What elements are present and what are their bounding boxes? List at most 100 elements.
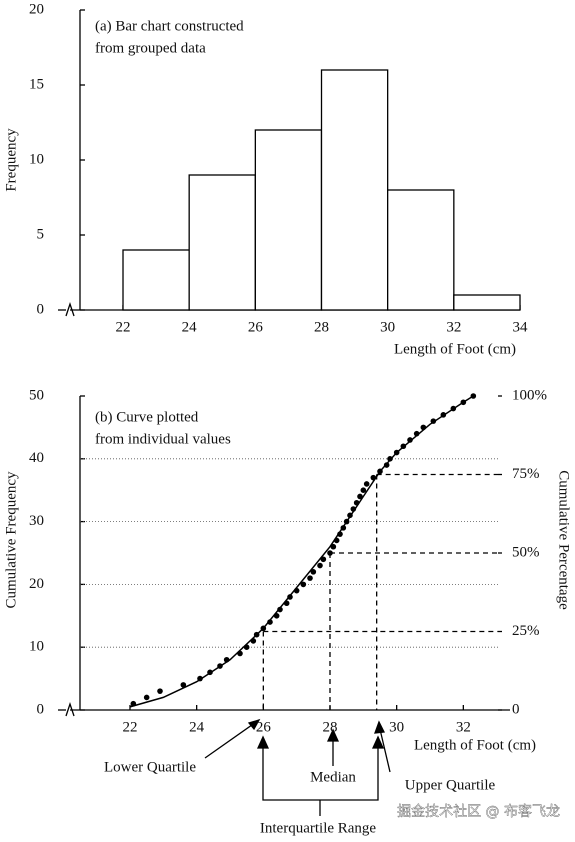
data-point — [277, 606, 283, 613]
chart-title: from individual values — [95, 431, 231, 447]
data-point — [307, 575, 313, 581]
data-point — [363, 481, 370, 487]
data-point — [327, 550, 333, 556]
y-tick-label: 15 — [29, 76, 44, 92]
data-point — [440, 412, 447, 418]
x-tick-label: 22 — [116, 319, 131, 335]
x-tick-label: 28 — [314, 319, 329, 335]
data-point — [357, 493, 363, 500]
y-tick-label: 5 — [37, 226, 45, 242]
x-tick-label: 24 — [189, 719, 205, 735]
annotation: Median — [310, 769, 356, 785]
data-point — [413, 430, 420, 437]
y-tick-label: 10 — [29, 151, 44, 167]
x-tick-label: 32 — [446, 319, 461, 335]
data-point — [450, 405, 457, 412]
annotation: Upper Quartile — [405, 777, 496, 793]
y2-tick-label: 50% — [512, 544, 540, 560]
data-point — [253, 631, 260, 638]
data-point — [223, 656, 230, 663]
data-point — [250, 638, 257, 644]
x-tick-label: 34 — [513, 319, 529, 335]
data-point — [283, 600, 290, 607]
y2-tick-label: 0 — [512, 701, 520, 717]
data-point — [393, 449, 400, 456]
axis-break — [65, 301, 75, 317]
data-point — [197, 675, 203, 682]
data-point — [347, 512, 353, 519]
data-point — [293, 587, 300, 594]
y-tick-label: 40 — [29, 450, 44, 466]
annotation-arrows — [204, 718, 391, 816]
annotation: Lower Quartile — [104, 759, 196, 775]
y2-tick-label: 75% — [512, 466, 540, 482]
annotation: Interquartile Range — [260, 820, 377, 836]
y2-tick-label: 25% — [512, 623, 540, 639]
chart-title: (b) Curve plotted — [95, 409, 199, 425]
bar — [387, 189, 455, 311]
data-point — [207, 669, 213, 676]
y-tick-label: 10 — [29, 639, 44, 655]
data-point — [337, 531, 343, 537]
bar — [122, 249, 190, 311]
bar — [453, 294, 521, 311]
data-point — [470, 393, 477, 399]
data-point — [260, 625, 267, 632]
x-axis-label: Length of Foot (cm) — [394, 341, 516, 357]
data-point — [377, 468, 383, 475]
y-tick-label: 30 — [29, 513, 44, 529]
data-point — [287, 594, 293, 600]
axis-break — [65, 701, 75, 717]
x-tick-label: 32 — [456, 719, 471, 735]
data-point — [350, 506, 357, 512]
y-tick-label: 20 — [29, 576, 44, 592]
y-tick-label: 20 — [29, 1, 44, 17]
data-point — [267, 619, 273, 625]
y-tick-label: 50 — [29, 387, 44, 403]
watermark: 掘金技术社区 @ 布客飞龙 — [397, 803, 560, 820]
data-point — [130, 700, 137, 707]
data-point — [310, 569, 317, 575]
data-point — [360, 487, 367, 494]
data-point — [387, 456, 393, 462]
data-point — [273, 613, 280, 619]
data-point — [400, 443, 407, 450]
data-point — [157, 688, 163, 694]
data-point — [333, 537, 340, 544]
data-point — [430, 418, 437, 424]
bar — [320, 69, 389, 311]
x-tick-label: 30 — [380, 319, 395, 335]
data-point — [407, 437, 413, 443]
y2-axis-label: Cumulative Percentage — [556, 470, 572, 610]
y-axis-label: Frequency — [3, 128, 19, 192]
data-point — [300, 581, 307, 588]
y2-tick-label: 100% — [512, 387, 547, 403]
data-point — [143, 694, 150, 701]
bar — [254, 129, 323, 311]
x-tick-label: 24 — [182, 319, 198, 335]
data-point — [180, 682, 187, 688]
x-tick-label: 30 — [389, 719, 404, 735]
y-tick-label: 0 — [37, 701, 45, 717]
data-point — [330, 543, 337, 550]
x-axis-label: Length of Foot (cm) — [414, 737, 536, 753]
data-point — [317, 562, 323, 569]
data-point — [340, 525, 347, 531]
data-point — [383, 462, 390, 468]
data-point — [460, 399, 467, 406]
x-tick-label: 22 — [123, 719, 138, 735]
data-point — [370, 474, 377, 481]
data-point — [353, 499, 360, 506]
data-point — [343, 518, 350, 525]
y-axis-label: Cumulative Frequency — [3, 471, 19, 609]
chart-title: from grouped data — [95, 40, 206, 56]
x-tick-label: 28 — [323, 719, 338, 735]
data-point — [320, 556, 327, 563]
data-point — [217, 663, 223, 669]
x-tick-label: 26 — [248, 319, 264, 335]
chart-title: (a) Bar chart constructed — [95, 18, 244, 34]
y-tick-label: 0 — [37, 301, 45, 317]
data-point — [420, 424, 427, 431]
data-point — [243, 644, 250, 650]
